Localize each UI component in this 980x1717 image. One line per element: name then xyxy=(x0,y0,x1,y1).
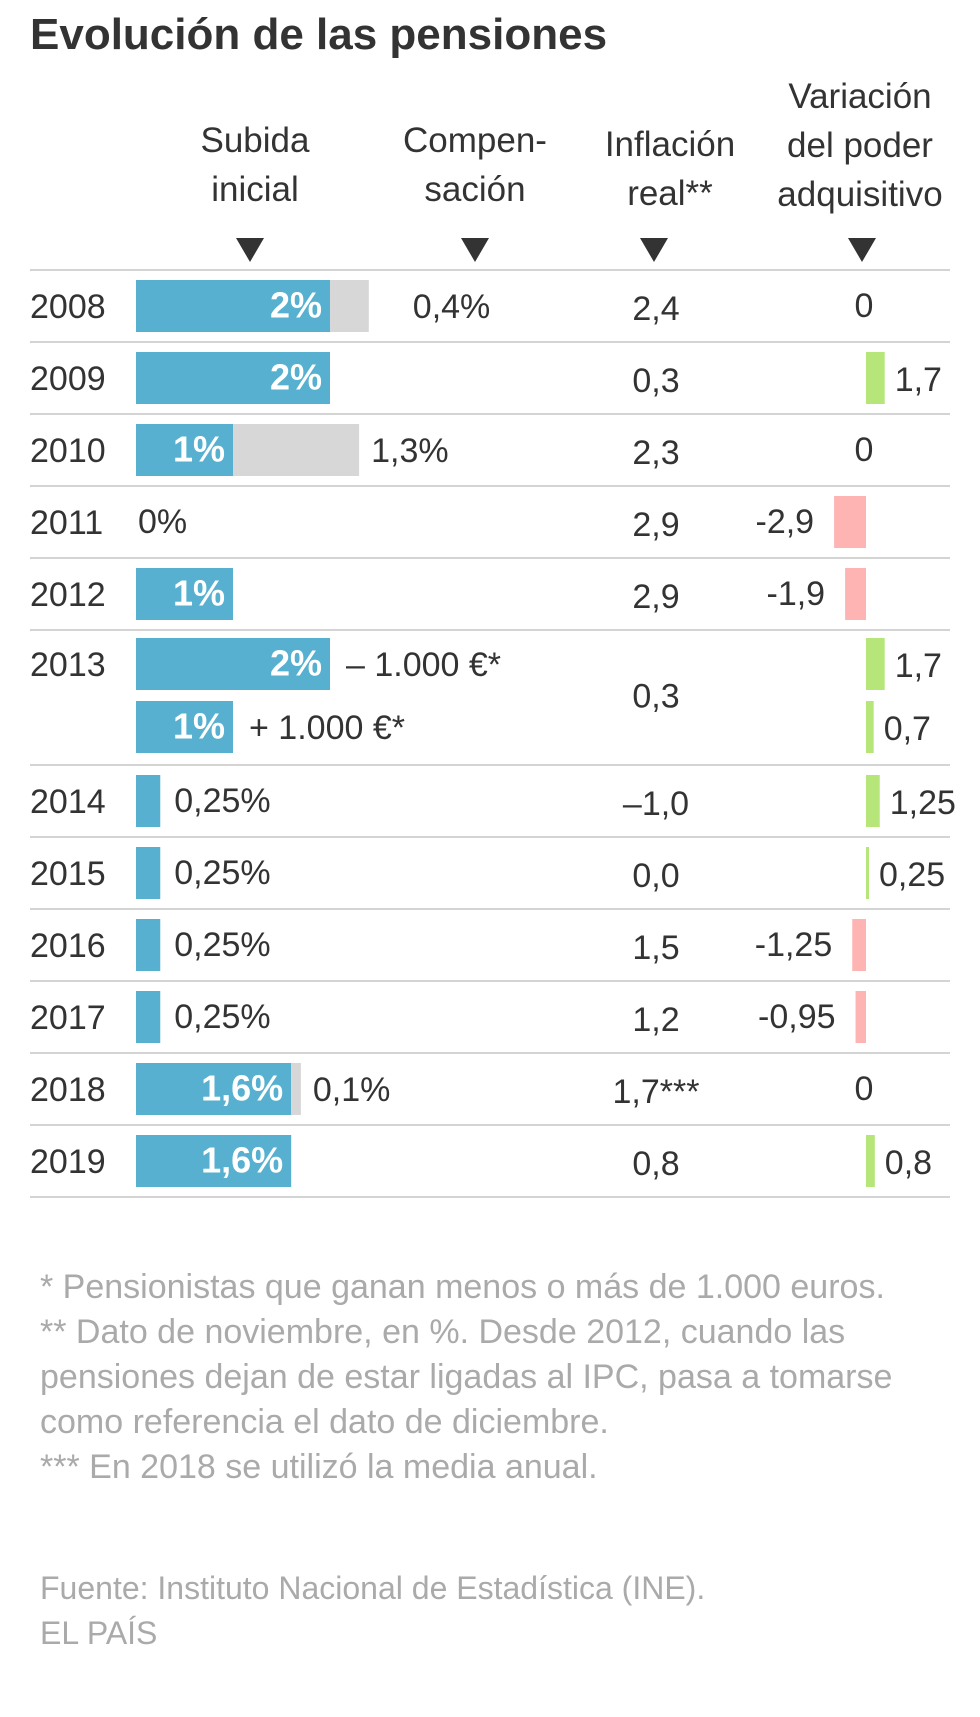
raise-bar xyxy=(136,991,161,1043)
power-label: 0,7 xyxy=(884,710,931,748)
footnote-2: ** Dato de noviembre, en %. Desde 2012, … xyxy=(40,1313,893,1441)
raise-label: 2% xyxy=(270,285,322,326)
year-label: 2008 xyxy=(30,288,106,326)
raise-label: 0,25% xyxy=(174,854,270,892)
inflation-value: 1,7*** xyxy=(613,1073,700,1111)
power-label: 1,7 xyxy=(895,361,942,399)
raise-bar xyxy=(136,1135,292,1187)
inflation-value: 1,2 xyxy=(632,1001,679,1039)
power-label: -1,9 xyxy=(767,575,826,613)
year-label: 2013 xyxy=(30,646,106,684)
power-label: 0 xyxy=(855,1070,874,1108)
raise-label: 1% xyxy=(173,706,225,747)
power-label: -2,9 xyxy=(756,503,815,541)
power-bar-positive xyxy=(866,352,885,404)
power-label: 1,7 xyxy=(895,647,942,685)
raise-label: 1,6% xyxy=(201,1068,283,1109)
compensation-bar xyxy=(233,424,360,476)
compensation-label: 1,3% xyxy=(371,432,449,470)
year-label: 2010 xyxy=(30,432,106,470)
power-bar-positive xyxy=(866,775,880,827)
power-label: -1,25 xyxy=(755,926,833,964)
inflation-value: 0,3 xyxy=(632,362,679,400)
raise-bar xyxy=(136,352,330,404)
power-bar-negative xyxy=(852,919,866,971)
year-label: 2019 xyxy=(30,1143,106,1181)
year-label: 2014 xyxy=(30,783,106,821)
raise-bar xyxy=(136,847,161,899)
power-bar-positive xyxy=(866,638,885,690)
power-bar-positive xyxy=(866,847,869,899)
raise-label: 0,25% xyxy=(174,782,270,820)
down-triangle-icon xyxy=(848,238,876,262)
inflation-value: 2,9 xyxy=(632,506,679,544)
year-label: 2015 xyxy=(30,855,106,893)
inflation-value: 2,4 xyxy=(632,290,679,328)
power-label: 0,25 xyxy=(879,856,945,894)
raise-label: 2% xyxy=(270,357,322,398)
raise-label: 0,25% xyxy=(174,998,270,1036)
column-header-subida: Subida inicial xyxy=(200,121,310,209)
power-bar-positive xyxy=(866,701,874,753)
raise-label: 1% xyxy=(173,429,225,470)
column-header-poder: Variación del poder adquisitivo xyxy=(777,77,943,214)
bracket-note: – 1.000 €* xyxy=(346,646,501,684)
inflation-value: 1,5 xyxy=(632,929,679,967)
inflation-value: 0,3 xyxy=(632,677,679,715)
raise-label: 1% xyxy=(173,573,225,614)
year-label: 2011 xyxy=(30,504,103,542)
raise-bar xyxy=(136,1063,292,1115)
year-label: 2016 xyxy=(30,927,106,965)
compensation-label: 0,4% xyxy=(413,288,491,326)
raise-bar xyxy=(136,424,233,476)
inflation-value: –1,0 xyxy=(623,785,689,823)
inflation-value: 0,0 xyxy=(632,857,679,895)
raise-bar xyxy=(136,701,233,753)
raise-bar xyxy=(136,568,233,620)
down-triangle-icon xyxy=(236,238,264,262)
compensation-label: 0,1% xyxy=(313,1071,391,1109)
chart-title: Evolución de las pensiones xyxy=(30,10,608,59)
column-header-inflacion: Inflación real** xyxy=(604,125,736,213)
power-label: 0 xyxy=(855,287,874,325)
footnote-3: *** En 2018 se utilizó la media anual. xyxy=(40,1448,598,1486)
down-triangle-icon xyxy=(640,238,668,262)
inflation-value: 2,9 xyxy=(632,578,679,616)
year-label: 2009 xyxy=(30,360,106,398)
power-label: -0,95 xyxy=(758,998,836,1036)
raise-label: 0,25% xyxy=(174,926,270,964)
raise-bar xyxy=(136,775,161,827)
source-block: Fuente: Instituto Nacional de Estadístic… xyxy=(40,1566,940,1656)
raise-bar xyxy=(136,280,330,332)
footnotes: * Pensionistas que ganan menos o más de … xyxy=(40,1265,940,1490)
power-label: 0,8 xyxy=(885,1144,932,1182)
power-bar-positive xyxy=(866,1135,875,1187)
pension-table-chart: 2008 2% 0,4% 2,4 0 2009 2% 0,3 1,7 2010 1% 1,3% 2,3 0… xyxy=(30,269,956,1198)
year-label: 2012 xyxy=(30,576,106,614)
compensation-bar xyxy=(291,1063,301,1115)
compensation-bar xyxy=(330,280,369,332)
source-text: Fuente: Instituto Nacional de Estadístic… xyxy=(40,1570,706,1606)
bracket-note: + 1.000 €* xyxy=(249,709,405,747)
raise-label: 0% xyxy=(138,503,187,541)
down-triangle-icon xyxy=(461,238,489,262)
raise-label: 1,6% xyxy=(201,1140,283,1181)
inflation-value: 0,8 xyxy=(632,1145,679,1183)
power-bar-negative xyxy=(855,991,866,1043)
raise-label: 2% xyxy=(270,643,322,684)
footnote-1: * Pensionistas que ganan menos o más de … xyxy=(40,1268,885,1306)
brand-text: EL PAÍS xyxy=(40,1615,158,1651)
inflation-value: 2,3 xyxy=(632,434,679,472)
year-label: 2018 xyxy=(30,1071,106,1109)
year-label: 2017 xyxy=(30,999,106,1037)
column-header-compensacion: Compen- sación xyxy=(403,121,547,209)
raise-bar xyxy=(136,919,161,971)
power-bar-negative xyxy=(834,496,866,548)
power-label: 0 xyxy=(855,431,874,469)
raise-bar xyxy=(136,638,330,690)
power-label: 1,25 xyxy=(890,784,956,822)
power-bar-negative xyxy=(845,568,866,620)
